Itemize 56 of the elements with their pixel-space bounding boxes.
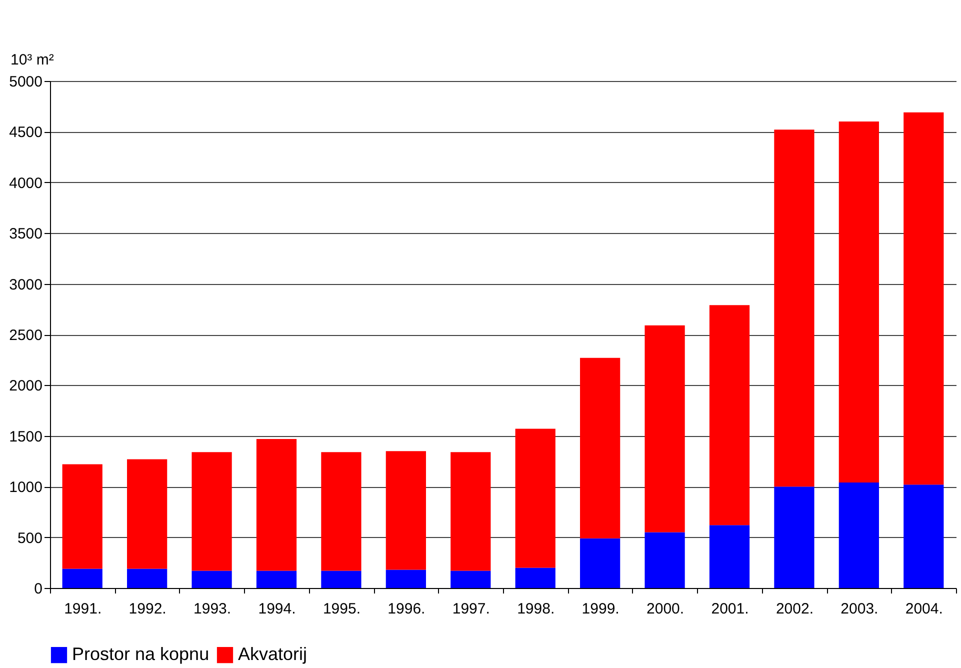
x-tick-label: 2001. <box>711 600 749 618</box>
y-tick-label: 2000 <box>9 378 42 395</box>
y-tick-label: 2500 <box>9 327 42 344</box>
bar <box>450 570 491 588</box>
bar <box>450 452 491 571</box>
y-tick-label: 500 <box>17 530 42 547</box>
bar <box>838 482 879 588</box>
y-tick-label: 1000 <box>9 479 42 496</box>
bar <box>62 568 102 588</box>
legend-label: Akvatorij <box>238 644 308 664</box>
bar <box>774 486 814 588</box>
bar <box>127 568 168 588</box>
bar <box>127 459 168 569</box>
bar <box>904 484 944 588</box>
y-tick-label: 5000 <box>9 74 42 90</box>
y-tick-label: 0 <box>34 580 42 598</box>
y-axis-title: 10³ m² <box>10 52 54 68</box>
bar <box>321 570 362 588</box>
y-tick-label: 4000 <box>9 174 42 192</box>
bar <box>904 112 944 485</box>
y-tick-label: 3500 <box>9 226 42 243</box>
bar <box>644 532 685 588</box>
x-tick-label: 2004. <box>905 600 943 618</box>
bar <box>580 358 620 538</box>
y-tick-label: 1500 <box>9 428 42 446</box>
bar <box>709 305 750 526</box>
bar <box>774 130 814 487</box>
bar <box>644 325 685 532</box>
bar <box>386 570 426 588</box>
x-tick-label: 1991. <box>64 600 102 618</box>
bar <box>321 452 362 571</box>
legend-label: Prostor na kopnu <box>72 644 210 664</box>
bar <box>256 570 297 588</box>
x-tick-label: 1998. <box>517 600 555 618</box>
x-tick-label: 1996. <box>388 600 426 618</box>
bar <box>838 122 879 483</box>
bar <box>62 464 102 569</box>
bar <box>386 451 426 570</box>
bar <box>580 538 620 588</box>
x-tick-label: 1993. <box>194 600 232 618</box>
x-tick-label: 1995. <box>322 600 360 618</box>
bar <box>192 452 232 571</box>
x-tick-label: 1994. <box>258 600 296 618</box>
y-tick-label: 4500 <box>9 124 42 142</box>
y-tick-label: 3000 <box>9 276 42 294</box>
bar <box>256 438 297 571</box>
x-tick-label: 2003. <box>840 600 878 618</box>
x-tick-label: 1997. <box>452 600 490 618</box>
x-tick-label: 2000. <box>646 600 684 618</box>
x-tick-label: 2002. <box>776 600 814 618</box>
bar <box>515 428 556 568</box>
x-tick-label: 1999. <box>582 600 620 618</box>
bar <box>192 570 232 588</box>
x-tick-label: 1992. <box>128 600 166 618</box>
bar <box>709 525 750 588</box>
bar <box>515 568 556 588</box>
